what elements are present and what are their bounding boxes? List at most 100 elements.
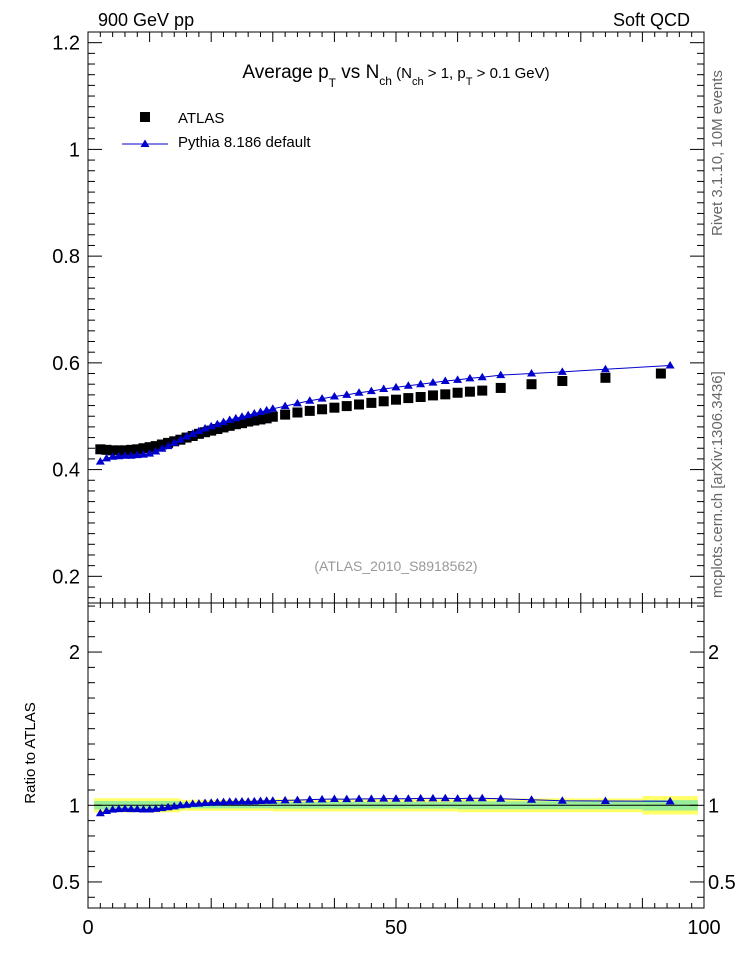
ratio-pythia-point — [188, 799, 198, 807]
y-tick-label: 0.8 — [52, 246, 80, 268]
pythia-point — [354, 388, 364, 396]
ratio-pythia-point — [354, 794, 364, 802]
atlas-point — [150, 441, 161, 452]
atlas-point — [261, 413, 272, 424]
ratio-pythia-point — [132, 804, 142, 813]
atlas-point — [280, 409, 291, 420]
atlas-point — [600, 372, 611, 383]
atlas-point — [440, 389, 451, 400]
atlas-point — [464, 386, 475, 397]
atlas-point — [243, 416, 254, 427]
ratio-y-tick-label-right: 1 — [708, 795, 719, 817]
ratio-pythia-point — [305, 795, 315, 803]
pythia-point — [200, 423, 210, 432]
ratio-pythia-point — [145, 804, 155, 813]
ratio-pythia-point — [329, 794, 339, 803]
pythia-point — [120, 451, 130, 459]
atlas-point — [126, 444, 137, 455]
x-tick-label: 0 — [82, 917, 93, 939]
pythia-point — [600, 364, 610, 373]
atlas-point — [329, 402, 340, 413]
ratio-pythia-point — [527, 795, 537, 803]
ratio-y-tick-label-left: 2 — [69, 642, 80, 664]
ratio-pythia-point — [249, 796, 259, 805]
ratio-pythia-point — [428, 793, 438, 802]
atlas-point — [304, 405, 315, 416]
header-left: 900 GeV pp — [98, 10, 194, 30]
ratio-pythia-point — [391, 794, 401, 802]
ratio-pythia-point — [237, 796, 247, 805]
pythia-point — [194, 426, 204, 435]
pythia-line — [100, 365, 671, 463]
atlas-point — [427, 390, 438, 401]
chart-title: Average pT vs Nch (Nch > 1, pT > 0.1 GeV… — [242, 62, 549, 90]
atlas-point — [526, 379, 537, 390]
ratio-pythia-point — [268, 796, 278, 804]
ratio-y-tick-label-left: 0.5 — [52, 872, 80, 894]
title-main: Average p — [242, 62, 328, 83]
pythia-point — [428, 378, 438, 386]
pythia-point — [366, 386, 376, 395]
pythia-point — [268, 404, 278, 412]
atlas-point — [113, 445, 124, 456]
pythia-point — [665, 361, 675, 369]
pythia-point — [496, 370, 506, 379]
title-sub-ch: ch — [379, 74, 392, 88]
ratio-y-tick-label-right: 2 — [708, 642, 719, 664]
legend-pythia-label: Pythia 8.186 default — [178, 134, 311, 151]
header-right: Soft QCD — [613, 10, 690, 30]
ratio-pythia-point — [317, 794, 327, 803]
pythia-point — [95, 457, 105, 465]
ratio-pythia-point — [206, 798, 216, 806]
atlas-point — [366, 397, 377, 408]
title-cut-close: > 0.1 GeV) — [472, 65, 549, 82]
ratio-pythia-point — [496, 794, 506, 802]
atlas-point — [249, 415, 260, 426]
atlas-point — [230, 419, 241, 430]
atlas-point — [138, 443, 149, 454]
atlas-point — [237, 418, 247, 429]
ratio-pythia-point — [243, 797, 253, 805]
title-cut-mid: > 1, p — [424, 65, 466, 82]
pythia-point — [477, 372, 487, 381]
atlas-point — [477, 385, 488, 396]
pythia-point — [440, 376, 450, 385]
pythia-point — [342, 390, 352, 398]
ratio-pythia-point — [175, 800, 185, 809]
ratio-pythia-point — [453, 794, 463, 802]
ratio-pythia-point — [366, 794, 376, 802]
ratio-plot-frame — [87, 602, 705, 909]
pythia-point — [206, 421, 216, 430]
atlas-point — [119, 445, 130, 456]
pythia-point — [163, 441, 173, 450]
ratio-pythia-point — [182, 800, 192, 808]
atlas-point — [206, 425, 217, 436]
atlas-point — [144, 442, 155, 453]
reference-label: (ATLAS_2010_S8918562) — [314, 558, 477, 574]
title-cut-open: (N — [392, 65, 412, 82]
y-tick-label: 0.6 — [52, 353, 80, 375]
atlas-point — [354, 399, 365, 410]
y-tick-label: 1 — [69, 139, 80, 161]
y-tick-label: 1.2 — [52, 33, 80, 55]
ratio-pythia-point — [477, 793, 487, 802]
pythia-point — [151, 446, 161, 455]
atlas-point — [200, 427, 211, 438]
axes: 0 50 100 0.2 0.4 0.6 0.8 1 1.2 0.5 0.5 1 1 2 2 — [52, 31, 736, 939]
pythia-point — [157, 444, 167, 452]
mcplots-label: mcplots.cern.ch [arXiv:1306.3436] — [709, 371, 726, 598]
atlas-point — [132, 444, 143, 455]
ratio-pythia-point — [403, 794, 413, 802]
data-markers — [95, 361, 675, 817]
y-tick-label: 0.2 — [52, 566, 80, 588]
pythia-point — [527, 369, 537, 377]
legend: ATLAS Pythia 8.186 default — [122, 110, 311, 151]
atlas-point — [655, 368, 666, 379]
atlas-point — [107, 445, 118, 456]
pythia-point — [416, 379, 426, 388]
ratio-pythia-point — [219, 797, 229, 806]
atlas-point — [212, 424, 223, 435]
pythia-point — [126, 451, 136, 459]
ratio-pythia-point — [151, 804, 161, 812]
